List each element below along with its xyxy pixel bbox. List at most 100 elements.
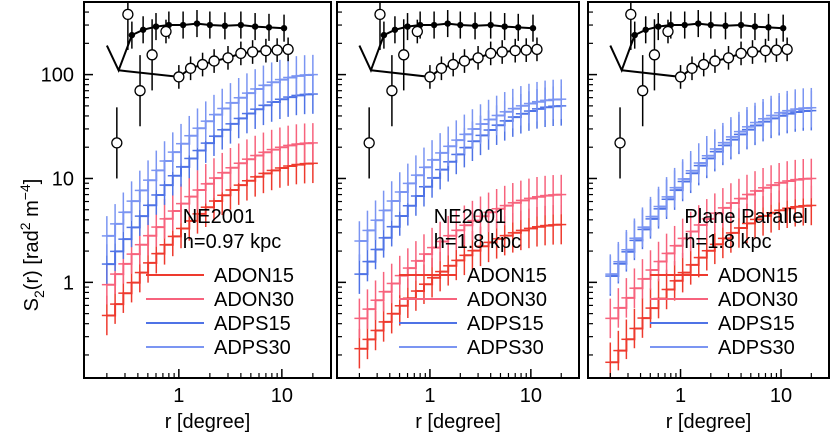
reference-point-open [208,55,220,67]
panel-left: 1 10 r [degree] 1 10 100 NE2001 h=0.97 kpc ADON1… [41,1,332,433]
reference-point-open [674,71,687,83]
reference-point-open [759,45,772,57]
reference-line-filled [609,22,784,73]
annotation-line-1: NE2001 [183,206,255,228]
panel-annotation: NE2001 h=1.8 kpc [434,206,521,253]
reference-point-open [447,58,459,71]
reference-point-open [435,62,448,74]
reference-point-open [424,71,436,83]
reference-point-open [386,85,398,97]
reference-point-filled [737,21,745,29]
series-adps15 [354,86,567,294]
reference-point-open [686,62,698,74]
ylabel-mid: m [21,200,43,222]
series-adps30 [101,54,318,256]
ylabel-end: ] [21,179,43,185]
reference-point-open [781,43,793,56]
reference-point-open [411,25,423,38]
x-tick-label: 10 [770,385,792,407]
y-tick-label: 1 [63,272,74,294]
reference-point-filled [765,24,772,31]
legend-label-adon30: ADON30 [214,289,294,311]
reference-point-open [246,46,259,58]
reference-point-open [458,55,471,67]
series-adon30 [354,174,567,339]
reference-point-open [235,47,247,60]
reference-point-filled [237,21,245,29]
reference-point-filled [501,23,508,30]
reference-point-filled [251,23,259,30]
legend-label-adps30: ADPS30 [214,337,291,359]
panel-annotation: NE2001 h=0.97 kpc [183,206,281,253]
reference-point-open [637,85,649,97]
reference-point-open [722,52,735,64]
ticks [588,1,830,378]
legend-label-adon15: ADON15 [214,265,294,287]
panel-annotation: Plane Parallel h=1.8 kpc [684,206,807,253]
x-tick-label: 1 [675,385,686,407]
series-adps30 [354,79,567,261]
reference-point-filled [529,24,537,32]
panels: 1 10 r [degree] 1 10 100 NE2001 h=0.97 kpc ADON1… [41,1,830,433]
reference-point-open [770,44,783,56]
panel-frame [587,1,830,379]
x-axis-label: r [degree] [666,411,752,433]
reference-point-open [160,25,172,38]
legend-label-adps30: ADPS30 [467,337,544,359]
reference-line-filled [358,22,534,73]
legend-label-adps30: ADPS30 [718,337,795,359]
reference-point-filled [722,22,729,30]
x-tick-label: 1 [424,385,435,407]
reference-point-filled [179,21,187,29]
reference-point-filled [128,31,136,39]
series-adon30 [605,158,817,339]
reference-point-open [614,137,626,149]
reference-point-filled [681,21,688,29]
reference-point-filled [221,22,229,30]
reference-point-open [625,8,637,21]
reference-point-filled [695,20,702,27]
reference-point-filled [444,20,451,27]
panel-frame [336,1,580,379]
reference-point-filled [487,21,494,29]
reference-point-filled [206,21,214,29]
reference-point-open [363,137,375,149]
series-adps30 [605,87,817,294]
reference-point-open [709,55,721,67]
reference-point-open [222,52,234,64]
reference-curves [609,2,793,179]
legend-label-adps15: ADPS15 [718,313,795,335]
reference-curves [358,2,543,179]
plot-area [101,2,318,336]
reference-point-filled [515,24,522,31]
reference-point-open [111,137,123,149]
y-tick-label: 10 [52,168,74,190]
reference-point-open [184,62,197,74]
plot-area [605,2,817,378]
x-axis-label: r [degree] [165,411,251,433]
legend-label-adps15: ADPS15 [467,313,544,335]
ticks [84,1,332,378]
reference-point-open [146,49,158,61]
annotation-line-2: h=1.8 kpc [684,231,771,253]
reference-point-filled [404,23,411,30]
reference-point-open [746,46,759,58]
panel-right: 1 10 r [degree] Plane Parallel h=1.8 kpc ADON… [587,1,830,433]
reference-point-filled [391,26,399,33]
reference-point-open [134,85,146,97]
reference-point-open [520,44,532,56]
reference-point-filled [280,24,288,32]
reference-point-open [374,8,386,21]
y-axis-title: S2(r) [rad2 m−4] [17,179,47,312]
reference-point-open [735,47,747,60]
reference-point-open [485,47,497,60]
annotation-line-2: h=0.97 kpc [183,231,281,253]
reference-point-open [260,45,272,57]
reference-point-filled [471,22,479,30]
reference-point-filled [751,23,759,30]
reference-line-filled [105,22,285,73]
reference-point-open [662,25,674,38]
